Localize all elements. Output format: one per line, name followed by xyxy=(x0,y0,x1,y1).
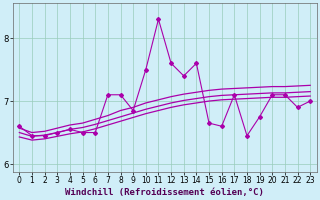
X-axis label: Windchill (Refroidissement éolien,°C): Windchill (Refroidissement éolien,°C) xyxy=(65,188,264,197)
